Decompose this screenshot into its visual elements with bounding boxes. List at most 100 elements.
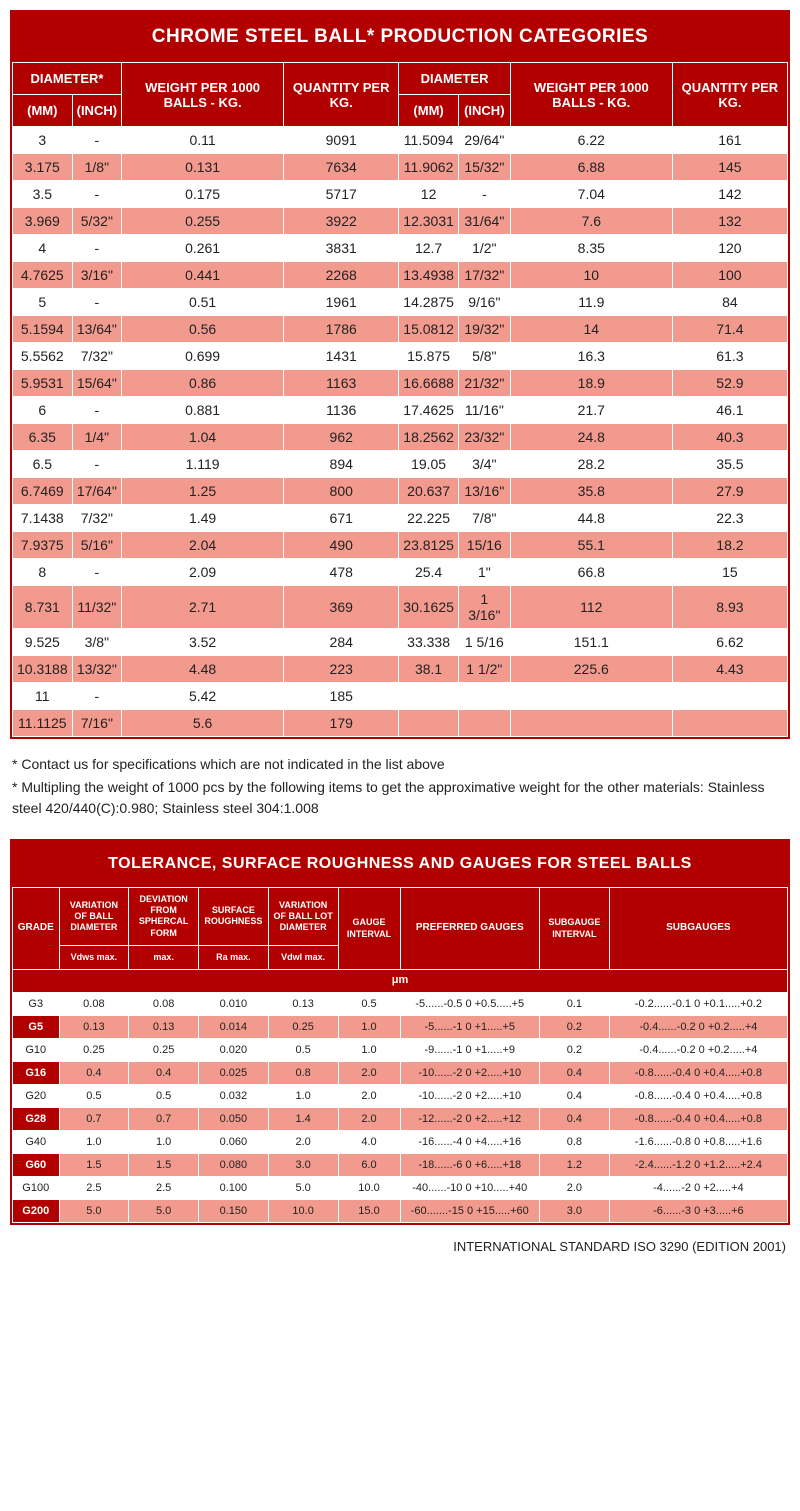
- th-dev-sub: max.: [129, 945, 199, 969]
- table-cell: 1.04: [122, 424, 284, 451]
- table-row: G30.080.080.0100.130.5-5......-0.5 0 +0.…: [13, 992, 788, 1015]
- table-cell: 9.525: [13, 629, 73, 656]
- table-cell: 30.1625: [399, 586, 459, 629]
- table-cell: 1": [458, 559, 510, 586]
- table-cell: 5/8": [458, 343, 510, 370]
- table-cell: 1.25: [122, 478, 284, 505]
- table-cell: -12......-2 0 +2.....+12: [400, 1107, 540, 1130]
- table-row: 4.76253/16"0.441226813.493817/32"10100: [13, 262, 788, 289]
- table-cell: 0.8: [540, 1130, 610, 1153]
- grade-cell: G60: [13, 1153, 60, 1176]
- th-diameter2: DIAMETER: [399, 63, 510, 95]
- table-cell: -0.8......-0.4 0 +0.4.....+0.8: [609, 1107, 787, 1130]
- table-cell: 1.49: [122, 505, 284, 532]
- table-cell: 0.4: [540, 1061, 610, 1084]
- table-cell: 0.261: [122, 235, 284, 262]
- grade-cell: G5: [13, 1015, 60, 1038]
- table-cell: 490: [284, 532, 399, 559]
- table-cell: 0.5: [59, 1084, 129, 1107]
- table-cell: 0.4: [540, 1107, 610, 1130]
- table-cell: 0.020: [199, 1038, 269, 1061]
- table-cell: 1.5: [59, 1153, 129, 1176]
- table-cell: 17.4625: [399, 397, 459, 424]
- table-cell: 0.25: [268, 1015, 338, 1038]
- table-cell: 3/8": [72, 629, 121, 656]
- table-cell: -16......-4 0 +4.....+16: [400, 1130, 540, 1153]
- iso-standard: INTERNATIONAL STANDARD ISO 3290 (EDITION…: [10, 1233, 790, 1260]
- table-cell: -0.8......-0.4 0 +0.4.....+0.8: [609, 1061, 787, 1084]
- table-cell: 0.56: [122, 316, 284, 343]
- table-cell: 4: [13, 235, 73, 262]
- table-cell: 15.0812: [399, 316, 459, 343]
- table-cell: 13/32": [72, 656, 121, 683]
- table-cell: 0.5: [129, 1084, 199, 1107]
- table-cell: 4.43: [672, 656, 787, 683]
- table-cell: 0.014: [199, 1015, 269, 1038]
- table-cell: 35.8: [510, 478, 672, 505]
- table-cell: 15/16: [458, 532, 510, 559]
- table2: GRADE VARIATION OF BALL DIAMETER DEVIATI…: [12, 887, 788, 1223]
- table-cell: 7634: [284, 154, 399, 181]
- table-row: 5.55627/32"0.699143115.8755/8"16.361.3: [13, 343, 788, 370]
- table-cell: 179: [284, 710, 399, 737]
- production-categories-table: CHROME STEEL BALL* PRODUCTION CATEGORIES…: [10, 10, 790, 739]
- table-cell: 894: [284, 451, 399, 478]
- table-row: 7.93755/16"2.0449023.812515/1655.118.2: [13, 532, 788, 559]
- tolerance-table: TOLERANCE, SURFACE ROUGHNESS AND GAUGES …: [10, 839, 790, 1225]
- table-cell: 1.0: [338, 1015, 400, 1038]
- th-var-dia-sub: Vdws max.: [59, 945, 129, 969]
- table1-title: CHROME STEEL BALL* PRODUCTION CATEGORIES: [12, 12, 788, 62]
- table-cell: 0.080: [199, 1153, 269, 1176]
- table-cell: 8: [13, 559, 73, 586]
- table-cell: 0.699: [122, 343, 284, 370]
- table-cell: 3.52: [122, 629, 284, 656]
- table-cell: 132: [672, 208, 787, 235]
- table-cell: -: [458, 181, 510, 208]
- table-row: G601.51.50.0803.06.0-18......-6 0 +6....…: [13, 1153, 788, 1176]
- table-cell: 0.1: [540, 992, 610, 1015]
- table-cell: 10: [510, 262, 672, 289]
- table-cell: -: [72, 559, 121, 586]
- table-cell: 8.731: [13, 586, 73, 629]
- table-cell: 15: [672, 559, 787, 586]
- table-cell: 2.5: [129, 1176, 199, 1199]
- footnote-1: * Contact us for specifications which ar…: [12, 754, 788, 774]
- th-var-lot: VARIATION OF BALL LOT DIAMETER: [268, 887, 338, 945]
- table-cell: 6.5: [13, 451, 73, 478]
- table-cell: 2.5: [59, 1176, 129, 1199]
- footnote-2: * Multipling the weight of 1000 pcs by t…: [12, 777, 788, 818]
- table-cell: -9......-1 0 +1.....+9: [400, 1038, 540, 1061]
- table-cell: -: [72, 397, 121, 424]
- table-cell: 18.2: [672, 532, 787, 559]
- table-cell: -0.8......-0.4 0 +0.4.....+0.8: [609, 1084, 787, 1107]
- table-cell: 0.255: [122, 208, 284, 235]
- table-row: 6.746917/64"1.2580020.63713/16"35.827.9: [13, 478, 788, 505]
- table-cell: 15/64": [72, 370, 121, 397]
- table-cell: 0.100: [199, 1176, 269, 1199]
- table-cell: 4.7625: [13, 262, 73, 289]
- table-cell: 223: [284, 656, 399, 683]
- table-cell: [672, 710, 787, 737]
- table-cell: 185: [284, 683, 399, 710]
- table-cell: 1.4: [268, 1107, 338, 1130]
- table-cell: 0.050: [199, 1107, 269, 1130]
- table-cell: 11/32": [72, 586, 121, 629]
- table-cell: 0.51: [122, 289, 284, 316]
- table-cell: -: [72, 289, 121, 316]
- table-cell: 1136: [284, 397, 399, 424]
- table-cell: 12.7: [399, 235, 459, 262]
- table-row: 11.11257/16"5.6179: [13, 710, 788, 737]
- table-cell: 5: [13, 289, 73, 316]
- table-cell: -: [72, 451, 121, 478]
- table-cell: 14.2875: [399, 289, 459, 316]
- table-cell: 284: [284, 629, 399, 656]
- table-cell: 5.1594: [13, 316, 73, 343]
- table-cell: 0.150: [199, 1199, 269, 1222]
- th-qty: QUANTITY PER KG.: [284, 63, 399, 127]
- table-cell: 0.060: [199, 1130, 269, 1153]
- table-cell: 44.8: [510, 505, 672, 532]
- table-cell: 6.22: [510, 127, 672, 154]
- grade-cell: G20: [13, 1084, 60, 1107]
- table-cell: 2.0: [338, 1061, 400, 1084]
- table-cell: 21.7: [510, 397, 672, 424]
